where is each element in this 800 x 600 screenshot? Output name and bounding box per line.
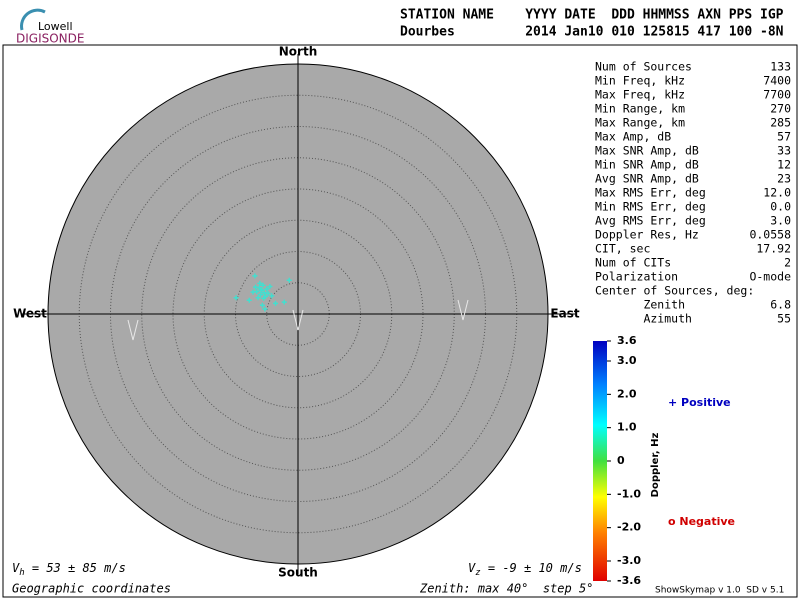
- stat-label: Min RMS Err, deg: [595, 200, 706, 214]
- stat-value: 133: [770, 60, 791, 74]
- stat-label: Min Freq, kHz: [595, 74, 685, 88]
- source-point: [233, 295, 239, 301]
- coords-label: Geographic coordinates: [12, 582, 171, 596]
- source-point: [260, 282, 266, 288]
- stat-value: 23: [777, 172, 791, 186]
- logo-bottom: DIGISONDE: [16, 32, 84, 46]
- colorbar: [593, 341, 607, 581]
- source-point: [261, 295, 267, 301]
- source-point: [255, 295, 261, 301]
- stat-label: Max RMS Err, deg: [595, 186, 706, 200]
- stat-label: Min Range, km: [595, 102, 685, 116]
- colorbar-tick-label: 2.0: [617, 387, 637, 400]
- source-point: [258, 292, 263, 298]
- legend-negative: o Negative: [668, 515, 735, 528]
- source-point: [286, 277, 292, 283]
- header-line: Dourbes 2014 Jan10 010 125815 417 100 -8…: [400, 25, 784, 40]
- stat-value: 57: [777, 130, 791, 144]
- stat-label: Min SNR Amp, dB: [595, 158, 699, 172]
- stat-value: 0.0558: [749, 228, 791, 242]
- stat-value: 3.0: [770, 214, 791, 228]
- stat-label: Max Range, km: [595, 116, 685, 130]
- stat-label: Num of CITs: [595, 256, 671, 270]
- direction-label: North: [279, 45, 317, 59]
- source-point: [265, 290, 271, 296]
- direction-label: South: [278, 566, 318, 580]
- stat-value: 33: [777, 144, 791, 158]
- stat-value: 12: [777, 158, 791, 172]
- vh-label: Vh = 53 ± 85 m/s: [12, 561, 126, 578]
- stat-label: Polarization: [595, 270, 678, 284]
- source-point: [253, 284, 258, 290]
- source-point: [259, 302, 265, 308]
- colorbar-tick-label: -3.6: [617, 574, 641, 587]
- stat-label: Num of Sources: [595, 60, 692, 74]
- source-point: [262, 306, 268, 312]
- source-point: [281, 299, 287, 305]
- stat-value: 12.0: [763, 186, 791, 200]
- source-point: [264, 286, 270, 292]
- colorbar-tick-label: 1.0: [617, 421, 637, 434]
- velocity-marker: [127, 319, 139, 341]
- colorbar-tick-label: 0: [617, 454, 625, 467]
- source-point: [252, 273, 258, 279]
- stat-value: O-mode: [749, 270, 791, 284]
- colorbar-tick-label: -1.0: [617, 487, 641, 500]
- source-point: [246, 297, 252, 303]
- colorbar-tick-label: 3.0: [617, 354, 637, 367]
- logo-arc: [20, 8, 46, 31]
- frame: [2, 44, 798, 598]
- stat-value: 7400: [763, 74, 791, 88]
- velocity-marker: [457, 299, 469, 321]
- source-point: [250, 289, 256, 295]
- source-point: [258, 287, 264, 293]
- stat-value: 7700: [763, 88, 791, 102]
- vz-label: Vz = -9 ± 10 m/s: [468, 561, 582, 578]
- stat-value: 285: [770, 116, 791, 130]
- colorbar-tick-label: -2.0: [617, 521, 641, 534]
- stat-label: Max Freq, kHz: [595, 88, 685, 102]
- direction-label: West: [13, 307, 47, 321]
- logo-top: Lowell: [38, 20, 73, 33]
- stat-value: 2: [784, 256, 791, 270]
- stat-label: Zenith: [595, 298, 685, 312]
- header-line: STATION NAME YYYY DATE DDD HHMMSS AXN PP…: [400, 8, 784, 23]
- stat-label: CIT, sec: [595, 242, 650, 256]
- stat-value: 270: [770, 102, 791, 116]
- stat-value: 17.92: [756, 242, 791, 256]
- stat-label: Azimuth: [595, 312, 692, 326]
- source-point: [257, 280, 263, 286]
- zenith-label: Zenith: max 40° step 5°: [419, 582, 593, 596]
- direction-label: East: [550, 307, 579, 321]
- stat-label: Avg RMS Err, deg: [595, 214, 706, 228]
- stat-value: 0.0: [770, 200, 791, 214]
- source-point: [269, 293, 275, 299]
- colorbar-tick-label: 3.6: [617, 334, 637, 347]
- stat-value: 6.8: [770, 298, 791, 312]
- stat-value: 55: [777, 312, 791, 326]
- source-point: [273, 300, 278, 306]
- stat-label: Max SNR Amp, dB: [595, 144, 699, 158]
- stat-label: Avg SNR Amp, dB: [595, 172, 699, 186]
- stat-label: Max Amp, dB: [595, 130, 671, 144]
- version-label: ShowSkymap v 1.0 SD v 5.1: [655, 586, 784, 596]
- stat-label: Doppler Res, Hz: [595, 228, 699, 242]
- legend-positive: + Positive: [668, 396, 731, 409]
- colorbar-title: Doppler, Hz: [650, 433, 661, 498]
- colorbar-tick-label: -3.0: [617, 554, 641, 567]
- stat-label: Center of Sources, deg:: [595, 284, 754, 298]
- velocity-marker: [292, 309, 304, 331]
- source-point: [267, 284, 273, 289]
